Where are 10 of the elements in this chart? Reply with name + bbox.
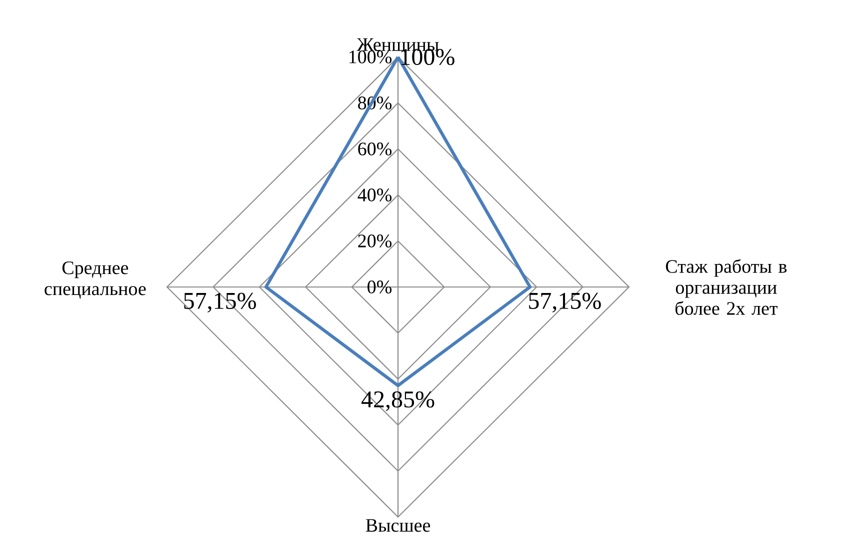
data-label: 57,15% [184,292,256,312]
y-tick-label: 0% [368,280,392,294]
y-tick-label: 20% [358,234,392,248]
y-tick-label: 40% [358,188,392,202]
data-label: 57,15% [529,292,601,312]
spoke-label: Высшее [366,519,430,532]
data-label: 42,85% [361,391,434,411]
spoke-label: Среднее специальное [44,261,146,299]
y-tick-label: 60% [358,142,392,156]
spoke-label: Стаж работы в организации более 2х лет [666,259,787,315]
